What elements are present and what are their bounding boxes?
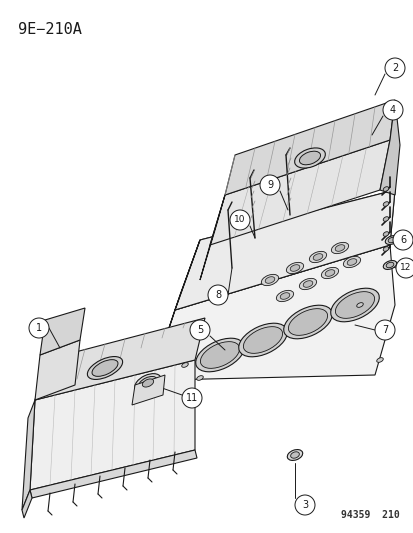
Ellipse shape — [280, 293, 289, 300]
Ellipse shape — [87, 357, 122, 379]
Ellipse shape — [290, 265, 299, 271]
Ellipse shape — [309, 252, 326, 263]
Ellipse shape — [376, 358, 382, 362]
Ellipse shape — [335, 292, 374, 318]
Ellipse shape — [387, 237, 395, 243]
Polygon shape — [30, 450, 197, 498]
Ellipse shape — [342, 256, 360, 268]
Polygon shape — [224, 100, 394, 195]
Ellipse shape — [261, 274, 278, 286]
Polygon shape — [154, 240, 199, 370]
Text: 5: 5 — [197, 325, 203, 335]
Circle shape — [374, 320, 394, 340]
Text: 12: 12 — [399, 263, 411, 272]
Text: 4: 4 — [389, 105, 395, 115]
Ellipse shape — [138, 376, 157, 390]
Circle shape — [384, 58, 404, 78]
Polygon shape — [35, 318, 204, 400]
Ellipse shape — [382, 217, 388, 221]
Polygon shape — [132, 375, 165, 405]
Text: 6: 6 — [399, 235, 405, 245]
Circle shape — [190, 320, 209, 340]
Text: 9: 9 — [266, 180, 273, 190]
Circle shape — [207, 285, 228, 305]
Text: 1: 1 — [36, 323, 42, 333]
Ellipse shape — [382, 247, 388, 251]
Circle shape — [395, 258, 413, 278]
Ellipse shape — [335, 245, 344, 251]
Ellipse shape — [299, 278, 316, 289]
Polygon shape — [40, 308, 85, 355]
Ellipse shape — [385, 236, 398, 245]
Ellipse shape — [196, 376, 203, 381]
Polygon shape — [199, 195, 224, 280]
Ellipse shape — [330, 288, 378, 322]
Ellipse shape — [142, 379, 153, 387]
Ellipse shape — [287, 449, 302, 461]
Ellipse shape — [286, 262, 303, 273]
Ellipse shape — [195, 338, 244, 372]
Text: 11: 11 — [185, 393, 198, 403]
Ellipse shape — [302, 281, 312, 287]
Ellipse shape — [283, 305, 332, 339]
Ellipse shape — [238, 323, 287, 357]
Text: 94359  210: 94359 210 — [340, 510, 399, 520]
Polygon shape — [175, 190, 394, 310]
Text: 9E−210A: 9E−210A — [18, 22, 82, 37]
Ellipse shape — [382, 232, 388, 236]
Ellipse shape — [243, 327, 282, 353]
Circle shape — [230, 210, 249, 230]
Ellipse shape — [290, 452, 299, 458]
Polygon shape — [30, 360, 195, 490]
Ellipse shape — [382, 201, 388, 206]
Polygon shape — [379, 100, 399, 195]
Polygon shape — [22, 400, 35, 510]
Ellipse shape — [265, 277, 274, 284]
Polygon shape — [22, 490, 32, 518]
Circle shape — [294, 495, 314, 515]
Ellipse shape — [320, 268, 338, 279]
Ellipse shape — [312, 254, 322, 260]
Ellipse shape — [324, 270, 334, 276]
Ellipse shape — [347, 259, 356, 265]
Circle shape — [182, 388, 202, 408]
Ellipse shape — [135, 374, 161, 392]
Polygon shape — [154, 245, 394, 380]
Polygon shape — [209, 140, 389, 245]
Ellipse shape — [299, 151, 320, 165]
Text: 3: 3 — [301, 500, 307, 510]
Circle shape — [259, 175, 279, 195]
Ellipse shape — [288, 309, 327, 335]
Circle shape — [382, 100, 402, 120]
Ellipse shape — [382, 187, 388, 191]
Ellipse shape — [181, 362, 188, 367]
Ellipse shape — [92, 360, 118, 376]
Ellipse shape — [356, 303, 362, 308]
Polygon shape — [35, 340, 80, 400]
Ellipse shape — [294, 148, 325, 168]
Ellipse shape — [382, 261, 396, 270]
Circle shape — [392, 230, 412, 250]
Ellipse shape — [200, 342, 239, 368]
Text: 2: 2 — [391, 63, 397, 73]
Text: 8: 8 — [214, 290, 221, 300]
Ellipse shape — [276, 290, 293, 302]
Ellipse shape — [385, 262, 393, 268]
Text: 10: 10 — [234, 215, 245, 224]
Text: 7: 7 — [381, 325, 387, 335]
Polygon shape — [175, 190, 394, 310]
Ellipse shape — [330, 243, 348, 254]
Circle shape — [29, 318, 49, 338]
